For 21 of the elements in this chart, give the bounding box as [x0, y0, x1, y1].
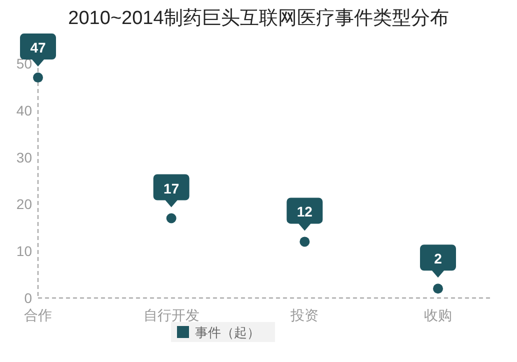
- legend-label: 事件（起）: [195, 325, 260, 340]
- point: [166, 213, 176, 224]
- point: [300, 236, 310, 247]
- legend: 事件（起）: [171, 322, 275, 342]
- data-label: 2: [434, 250, 442, 267]
- y-tick-label: 20: [16, 196, 32, 212]
- y-tick-label: 10: [16, 243, 32, 260]
- x-tick-label: 自行开发: [143, 307, 200, 323]
- y-tick-label: 50: [16, 55, 32, 72]
- data-label: 17: [164, 180, 180, 196]
- x-tick-label: 投资: [290, 307, 319, 323]
- y-tick-label: 0: [24, 290, 32, 306]
- x-tick-label: 收购: [424, 307, 452, 323]
- point: [33, 72, 43, 83]
- x-tick-label: 合作: [24, 307, 52, 323]
- y-tick-label: 30: [16, 149, 32, 166]
- data-label: 12: [296, 204, 313, 220]
- chart-title: 2010~2014制药巨头互联网医疗事件类型分布: [68, 8, 449, 29]
- point: [433, 284, 443, 294]
- data-label: 47: [30, 40, 46, 56]
- y-tick-label: 40: [16, 102, 32, 118]
